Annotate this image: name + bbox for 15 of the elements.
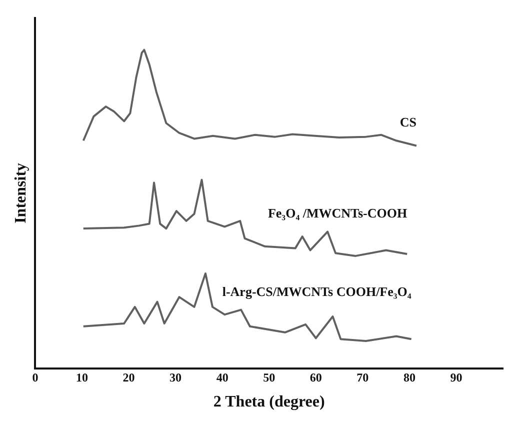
- x-tick-label: 80: [403, 370, 416, 385]
- x-tick-label: 40: [216, 370, 228, 385]
- x-tick-label: 70: [356, 370, 369, 385]
- x-tick-label: 50: [263, 370, 276, 385]
- x-tick-label: 90: [450, 370, 462, 385]
- x-axis-title: 2 Theta (degree): [213, 394, 325, 411]
- x-tick-label: 20: [122, 370, 135, 385]
- series-label: CS: [400, 114, 416, 130]
- y-axis-title: Intensity: [12, 162, 30, 224]
- series-label: Fe₃O₄ /MWCNTs-COOH: [268, 206, 408, 221]
- x-tick-label: 10: [76, 370, 88, 385]
- x-tick-label: 30: [170, 370, 182, 385]
- x-tick-label: 60: [310, 370, 322, 385]
- x-tick-label: 0: [32, 370, 38, 385]
- series-label: l-Arg-CS/MWCNTs COOH/Fe₃O₄: [222, 284, 412, 299]
